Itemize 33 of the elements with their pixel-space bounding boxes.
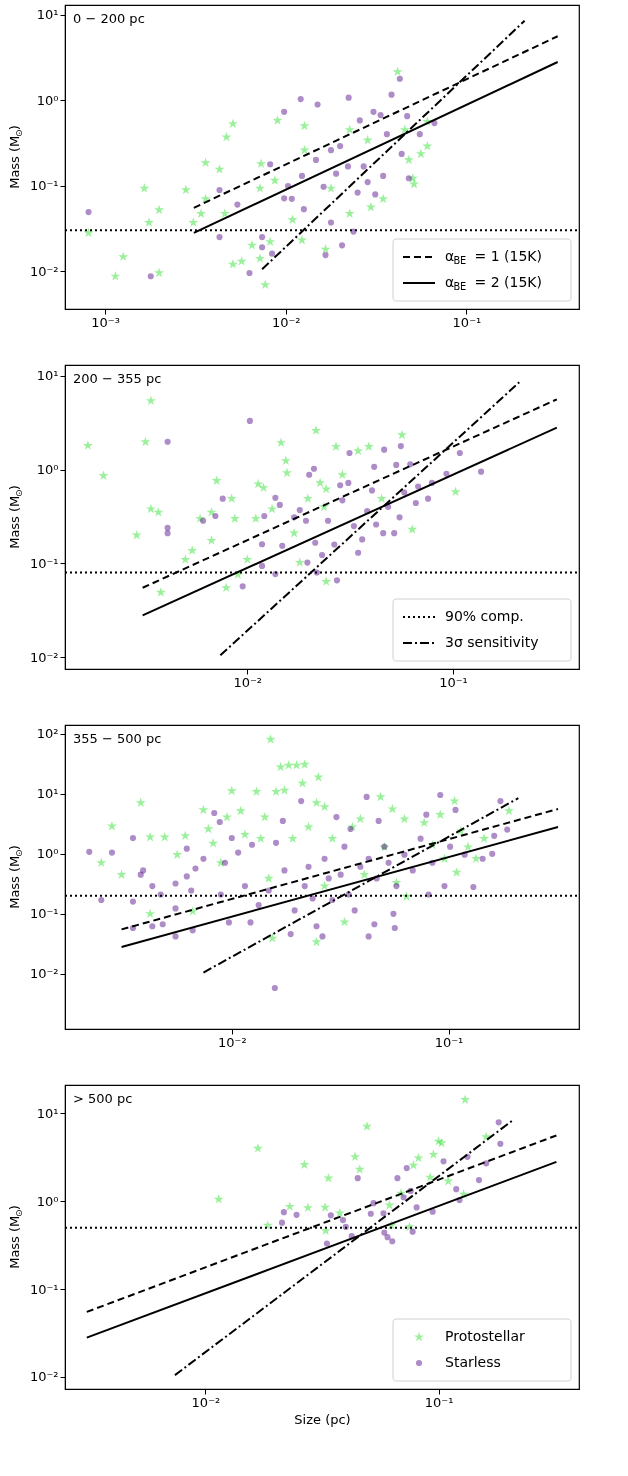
y-tick-label: 10⁰ [36, 1193, 59, 1209]
y-tick-label: 10² [36, 726, 59, 742]
y-tick-label: 10⁰ [36, 92, 59, 108]
y-tick-label: 10¹ [36, 7, 59, 23]
legend-label: 90% comp. [445, 608, 524, 624]
annotation: 0 − 200 pc [73, 11, 145, 26]
x-tick-label: 10⁻¹ [452, 314, 482, 330]
y-axis-title: Mass (M⊙) [7, 125, 24, 189]
y-tick-label: 10⁻² [29, 263, 59, 279]
x-tick-label: 10⁻³ [91, 314, 120, 330]
y-tick-label: 10¹ [36, 368, 59, 384]
legend-label: Starless [445, 1354, 501, 1370]
y-axis-title: Mass (M⊙) [7, 485, 24, 549]
y-tick-label: 10⁰ [36, 462, 59, 478]
annotation: 355 − 500 pc [73, 731, 162, 746]
y-tick-label: 10⁰ [36, 846, 59, 862]
annotation: 200 − 355 pc [73, 371, 162, 386]
y-tick-label: 10⁻² [29, 1369, 59, 1385]
y-tick-label: 10⁻¹ [29, 906, 59, 922]
legend-label: 3σ sensitivity [445, 634, 539, 650]
x-axis-title: Size (pc) [294, 1411, 351, 1427]
annotation: > 500 pc [73, 1091, 133, 1106]
y-axis-title: Mass (M⊙) [7, 1205, 24, 1269]
y-tick-label: 10⁻² [29, 649, 59, 665]
y-tick-label: 10⁻¹ [29, 555, 59, 571]
x-tick-label: 10⁻² [271, 314, 301, 330]
y-tick-label: 10⁻¹ [29, 1281, 59, 1297]
y-tick-label: 10⁻¹ [29, 178, 59, 194]
legend-label: Protostellar [445, 1328, 526, 1344]
y-tick-label: 10⁻² [29, 966, 59, 982]
y-tick-label: 10¹ [36, 786, 59, 802]
y-tick-label: 10¹ [36, 1105, 59, 1121]
y-axis-title: Mass (M⊙) [7, 845, 24, 909]
